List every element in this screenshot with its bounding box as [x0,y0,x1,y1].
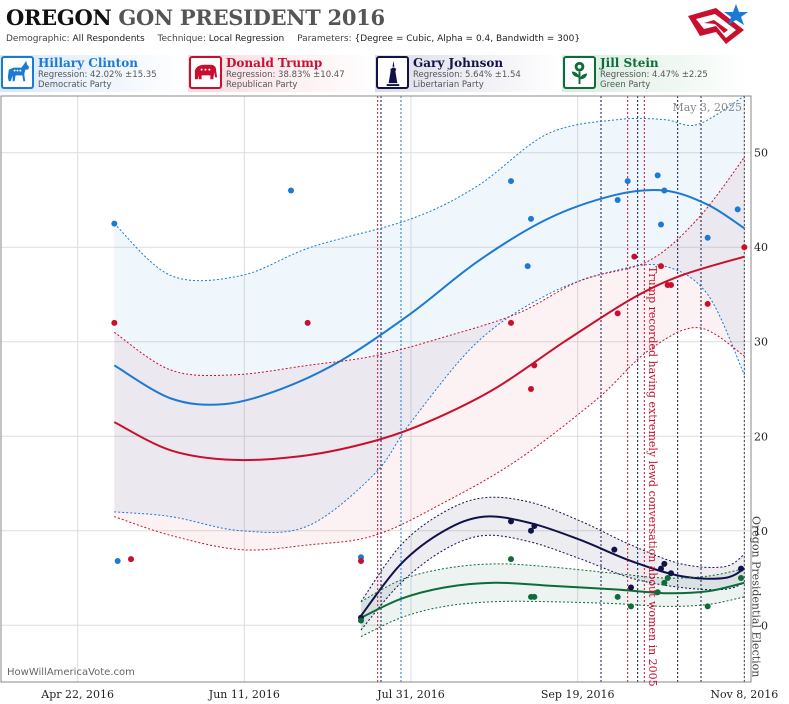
regression-line [360,515,745,617]
poll-point [614,310,621,317]
poll-point [114,558,121,565]
poll-point [658,263,664,270]
y-tick-label: 20 [754,430,768,443]
poll-point [668,570,674,577]
poll-point [531,362,538,369]
poll-point [508,556,514,563]
regression-line [113,255,745,462]
poll-point [661,560,668,567]
y-tick-label: 10 [754,525,768,538]
poll-point [704,603,711,610]
annotation-label: Oregon Presidential Election [749,516,762,677]
poll-point [661,579,668,586]
site-watermark: HowWillAmericaVote.com [7,667,135,678]
x-tick-label: Jun 11, 2016 [208,688,280,701]
poll-point [624,178,631,185]
poll-point [508,178,514,185]
donkey-icon [1,56,34,89]
poll-point [358,558,364,565]
chart-header: OREGON GON PRESIDENT 2016 Demographic: A… [0,0,789,52]
upper-bound-line [360,496,745,602]
poll-point [738,575,744,582]
candidate-card-trump: Donald Trump Regression: 38.83% ±10.47 R… [188,55,374,92]
poll-point [508,319,514,326]
y-tick-label: 50 [754,147,768,160]
axis-ticks: 0 10 20 30 40 50 Apr 22, 2016 Jun 11, 2016 Jul 3… [40,147,778,701]
poll-point [531,593,538,600]
poll-point [654,172,661,179]
poll-point [658,221,664,228]
confidence-band [361,497,745,630]
site-logo-icon [688,4,748,44]
poll-point [528,386,534,392]
annotations: Trump recorded having extremely lewd con… [646,266,762,687]
confidence-band [361,563,745,637]
poll-point [111,220,118,227]
poll-point [664,575,671,582]
poll-point [508,518,514,525]
page-title: OREGON GON PRESIDENT 2016 [6,5,385,30]
regression-lines [113,95,745,638]
candidate-card-johnson: Gary Johnson Regression: 5.64% ±1.54 Lib… [375,55,561,92]
lower-bound-line [360,534,745,631]
poll-point [111,319,118,326]
annotation-label: Trump recorded having extremely lewd con… [646,266,659,687]
regression-line [360,581,745,619]
poll-point [741,244,748,251]
elephant-icon [189,56,222,89]
poll-points [111,172,748,624]
flower-icon [563,56,596,89]
poll-point [628,584,634,591]
lower-bound-line [114,264,745,534]
poll-point [611,546,618,553]
x-tick-label: Apr 22, 2016 [40,688,114,701]
upper-bound-line [360,563,745,603]
candidate-card-clinton: Hillary Clinton Regression: 42.02% ±15.3… [0,55,186,92]
poll-point [704,234,711,241]
confidence-band [114,96,745,533]
poll-point [531,523,538,530]
poll-point [128,556,134,563]
x-tick-label: Sep 19, 2016 [541,688,615,701]
poll-point [628,603,634,610]
poll-point [654,589,661,596]
x-tick-label: Nov 8, 2016 [710,688,778,701]
candidate-card-stein: Jill Stein Regression: 4.47% ±2.25 Green… [562,55,748,92]
upper-bound-line [114,157,745,377]
poll-point [631,253,638,260]
poll-point [288,187,294,194]
poll-point [614,196,621,203]
x-tick-label: Jul 31, 2016 [376,688,445,701]
confidence-bands [114,96,745,637]
y-tick-label: 0 [761,619,768,632]
poll-point [304,319,311,326]
lower-bound-line [360,596,745,638]
poll-point [614,593,621,600]
poll-point [528,215,534,222]
poll-point [358,617,364,624]
render-date-label: May 3, 2025 [672,101,742,114]
y-tick-label: 40 [754,241,768,254]
poll-point [738,565,744,572]
parameters-line: Demographic: All Respondents Technique: … [6,34,581,44]
poll-point [668,282,674,289]
y-tick-label: 30 [754,336,768,349]
confidence-band [114,157,745,551]
plot-frame [0,95,752,683]
liberty-statue-icon [376,56,409,89]
event-lines [377,96,745,682]
poll-point [734,206,741,213]
poll-point [661,187,668,194]
poll-point [528,527,534,534]
poll-point [704,300,711,307]
poll-point [524,263,531,270]
poll-point [658,565,664,572]
